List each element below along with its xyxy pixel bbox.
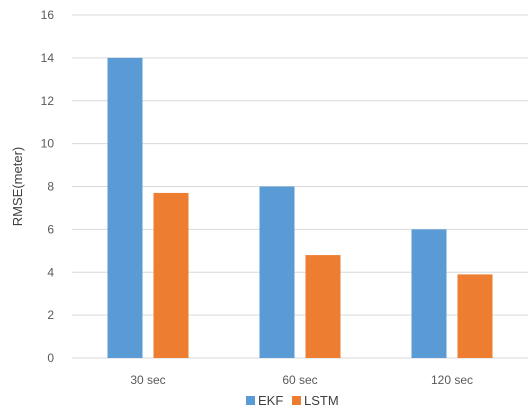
y-tick-label: 8 — [47, 180, 54, 194]
legend-label-lstm: LSTM — [304, 393, 339, 408]
bars — [107, 57, 493, 358]
x-tick-label: 120 sec — [431, 373, 473, 387]
y-tick-label: 0 — [47, 351, 54, 365]
y-tick-label: 10 — [41, 137, 55, 151]
bar-ekf-1 — [259, 186, 295, 358]
y-tick-label: 14 — [41, 51, 55, 65]
bar-lstm-1 — [305, 255, 341, 358]
bar-ekf-2 — [411, 229, 447, 358]
legend-swatch-lstm — [292, 396, 301, 405]
legend: EKF LSTM — [246, 393, 339, 408]
y-tick-label: 12 — [41, 94, 55, 108]
legend-swatch-ekf — [246, 396, 255, 405]
y-axis-ticks: 0 2 4 6 8 10 12 14 16 — [41, 8, 55, 365]
x-axis-ticks: 30 sec 60 sec 120 sec — [130, 373, 473, 387]
y-tick-label: 16 — [41, 8, 55, 22]
y-tick-label: 4 — [47, 265, 54, 279]
y-tick-label: 2 — [47, 308, 54, 322]
bar-lstm-0 — [153, 192, 189, 358]
x-tick-label: 60 sec — [282, 373, 317, 387]
x-tick-label: 30 sec — [130, 373, 165, 387]
bar-lstm-2 — [457, 274, 493, 358]
bar-ekf-0 — [107, 57, 143, 358]
y-tick-label: 6 — [47, 222, 54, 236]
y-axis-title: RMSE(meter) — [10, 147, 25, 226]
legend-label-ekf: EKF — [258, 393, 283, 408]
gridlines — [72, 14, 528, 359]
